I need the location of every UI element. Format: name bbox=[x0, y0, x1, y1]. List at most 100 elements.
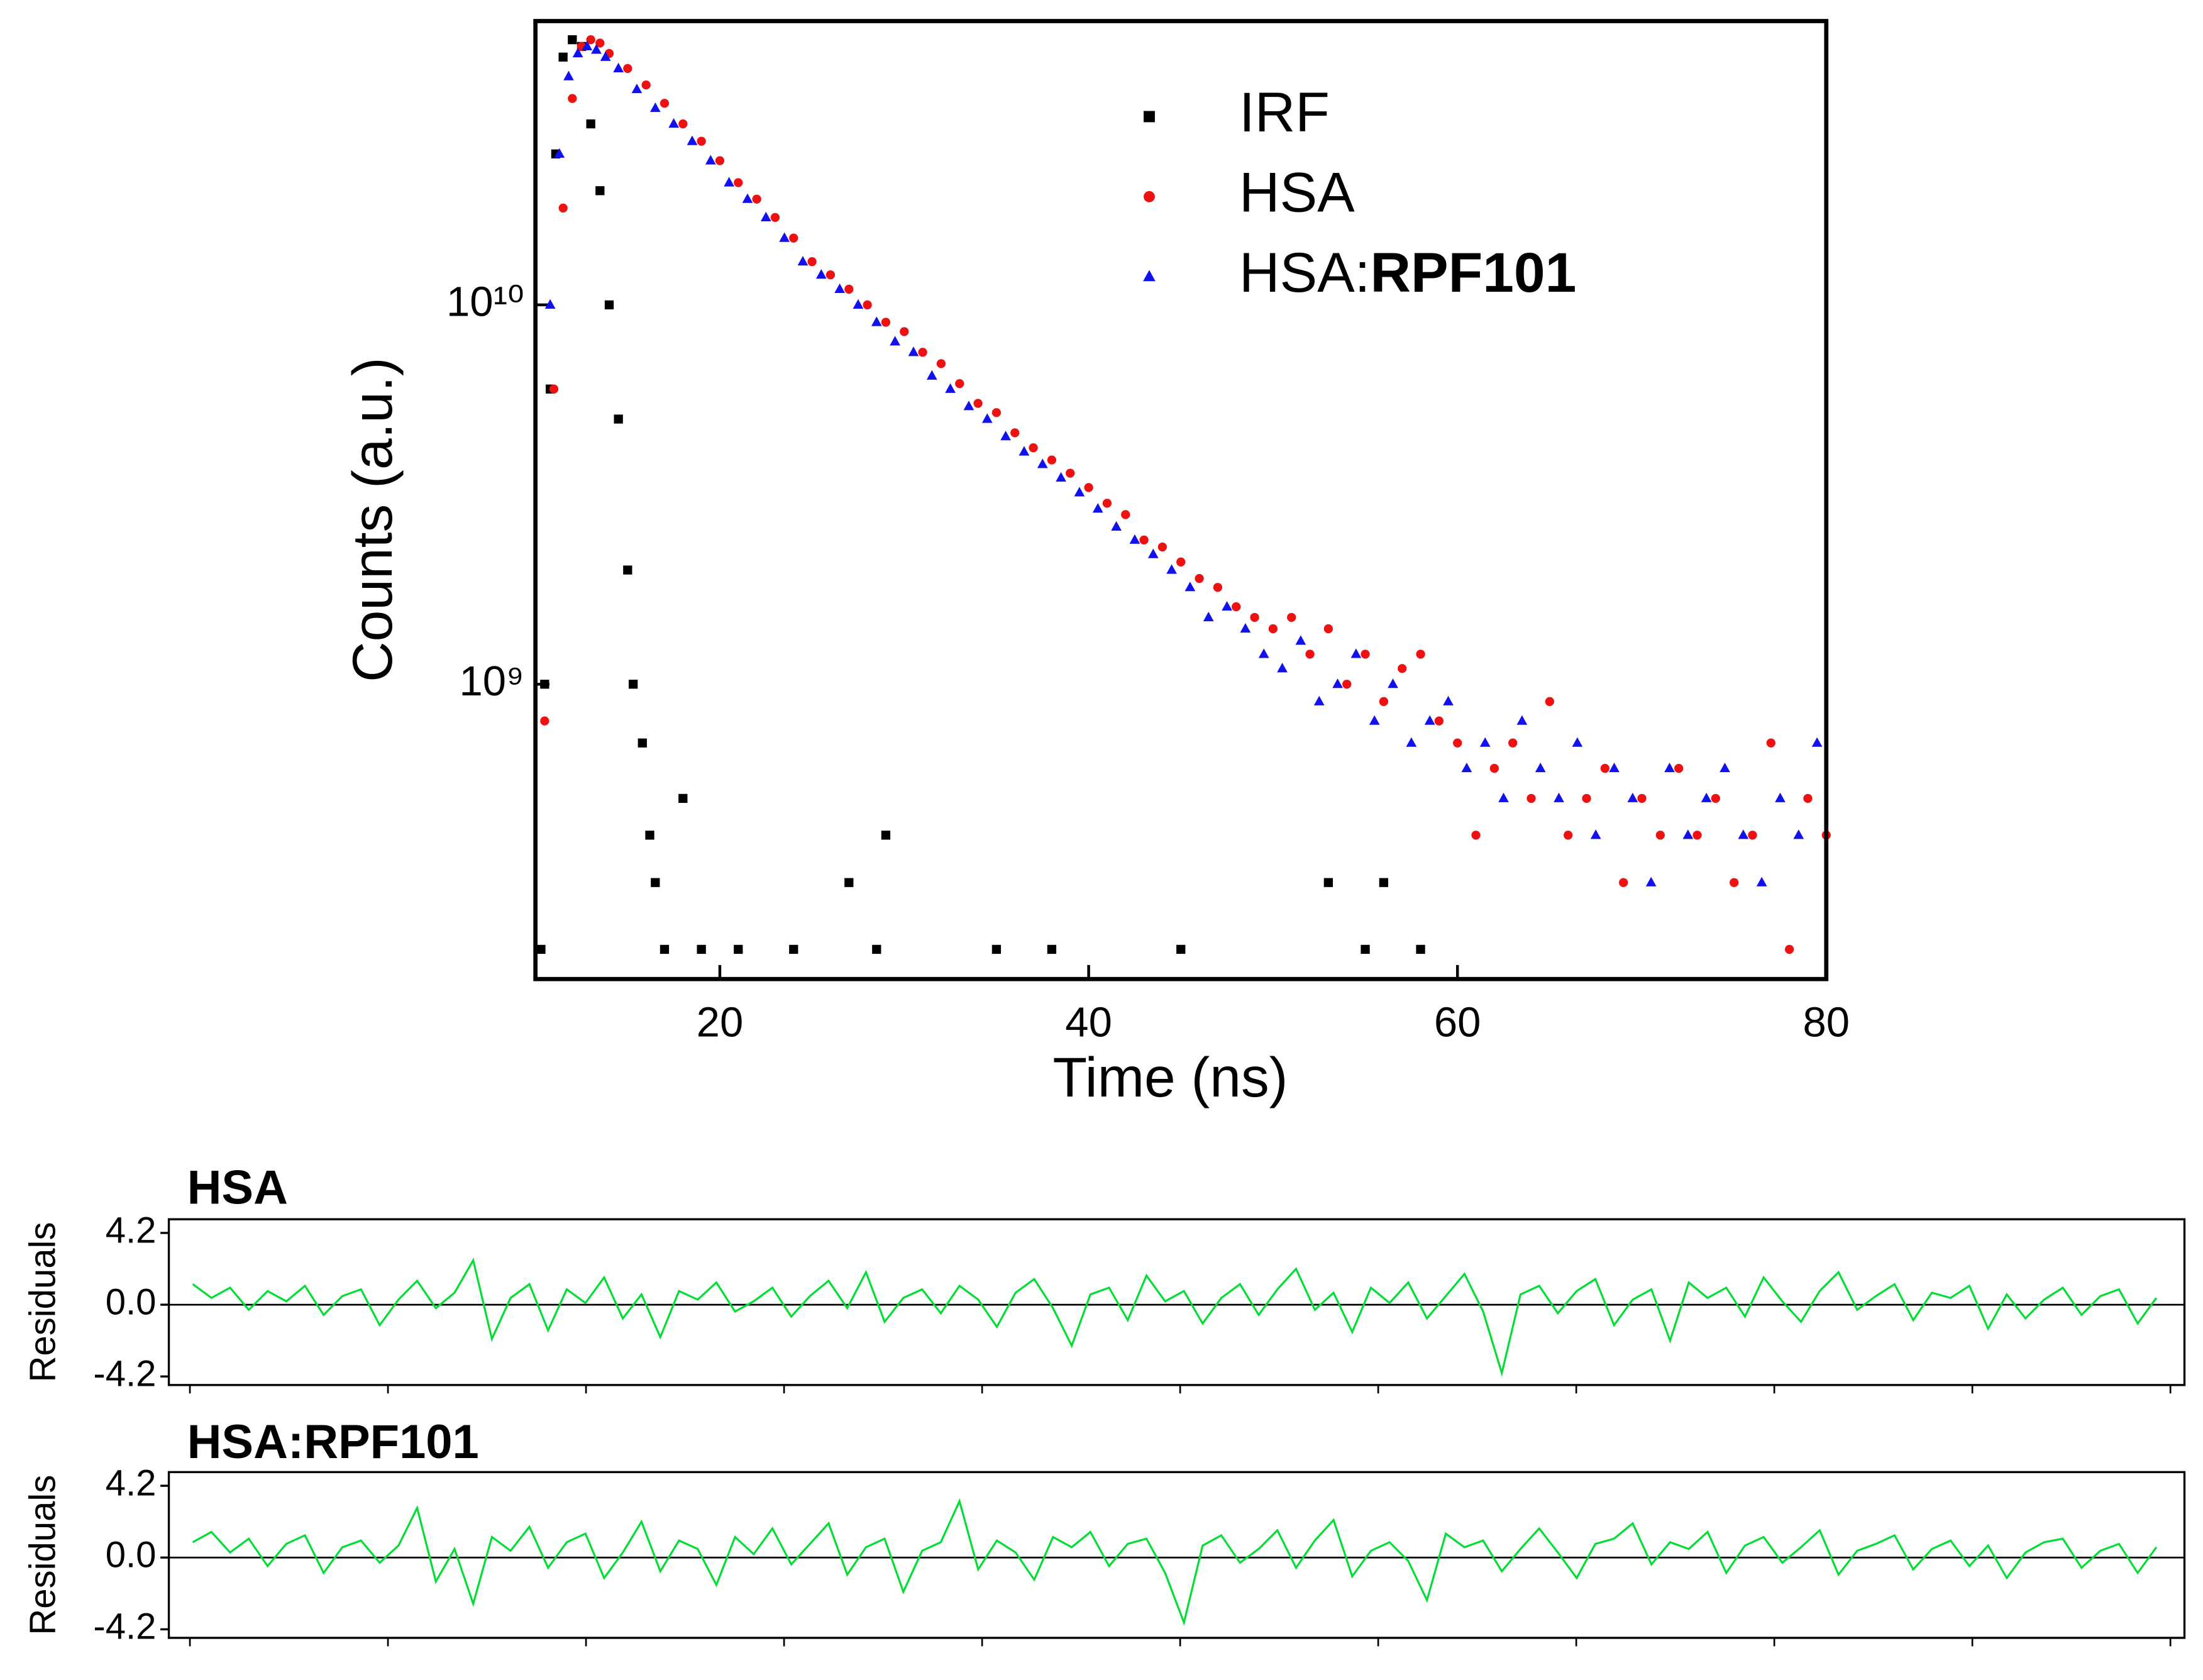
data-point bbox=[1147, 548, 1159, 558]
data-point bbox=[604, 300, 614, 310]
data-point bbox=[582, 40, 593, 50]
data-point bbox=[1582, 793, 1591, 803]
data-point bbox=[554, 148, 565, 158]
data-point bbox=[1277, 663, 1288, 673]
data-point bbox=[1645, 876, 1657, 887]
data-point bbox=[853, 299, 864, 309]
data-point bbox=[981, 413, 993, 423]
x-tick-label: 60 bbox=[1434, 999, 1481, 1046]
y-tick-label: 10¹⁰ bbox=[446, 279, 524, 326]
data-point bbox=[1029, 443, 1038, 453]
y-axis-label: Residuals bbox=[22, 1222, 63, 1383]
data-point bbox=[1711, 793, 1720, 803]
data-point bbox=[890, 336, 900, 346]
data-point bbox=[568, 35, 577, 45]
data-point bbox=[734, 178, 743, 187]
y-axis-label: Counts (a.u.) bbox=[341, 357, 404, 682]
data-point bbox=[540, 680, 549, 689]
data-point bbox=[1332, 678, 1343, 688]
data-point bbox=[1047, 944, 1057, 954]
data-point bbox=[558, 52, 568, 62]
data-point bbox=[1453, 738, 1462, 748]
data-point bbox=[1609, 762, 1620, 773]
data-point bbox=[1619, 878, 1628, 887]
data-point bbox=[918, 348, 927, 357]
data-point bbox=[1092, 503, 1103, 513]
data-point bbox=[591, 44, 602, 54]
data-point bbox=[1176, 944, 1186, 954]
data-point bbox=[1102, 499, 1112, 508]
data-point bbox=[1434, 716, 1444, 726]
data-point bbox=[1074, 487, 1085, 497]
data-point bbox=[1674, 763, 1684, 773]
data-point bbox=[945, 383, 956, 393]
data-point bbox=[779, 232, 790, 242]
data-point bbox=[1775, 792, 1786, 802]
data-point bbox=[678, 793, 688, 803]
data-point bbox=[697, 944, 706, 954]
data-point bbox=[1203, 611, 1214, 622]
data-point bbox=[734, 944, 743, 954]
data-point bbox=[1250, 612, 1259, 622]
data-point bbox=[1287, 612, 1296, 622]
data-point bbox=[595, 186, 605, 196]
data-point bbox=[770, 213, 780, 223]
plot-frame bbox=[167, 1471, 2186, 1639]
data-point bbox=[651, 878, 660, 887]
y-tick-label: 4.2 bbox=[106, 1462, 157, 1503]
data-point bbox=[881, 831, 891, 840]
data-point bbox=[1184, 582, 1196, 592]
data-point bbox=[955, 379, 964, 389]
y-tick-label: -4.2 bbox=[93, 1606, 156, 1647]
data-point bbox=[623, 64, 632, 74]
data-point bbox=[1664, 762, 1675, 773]
legend-marker bbox=[1143, 270, 1156, 282]
data-point bbox=[1295, 635, 1306, 645]
data-point bbox=[926, 370, 937, 380]
data-point bbox=[1443, 695, 1454, 705]
data-point bbox=[789, 944, 798, 954]
data-point bbox=[1720, 762, 1730, 773]
data-point bbox=[600, 51, 611, 61]
data-point bbox=[1416, 944, 1425, 954]
data-point bbox=[1479, 737, 1491, 747]
data-point bbox=[1195, 573, 1204, 583]
data-point bbox=[1213, 583, 1223, 592]
data-point bbox=[900, 327, 909, 336]
data-point bbox=[752, 194, 761, 204]
data-point bbox=[1748, 831, 1757, 840]
residual-line bbox=[192, 1498, 2158, 1626]
data-point bbox=[1342, 680, 1352, 689]
data-point bbox=[1129, 534, 1140, 544]
data-point bbox=[697, 136, 706, 146]
data-point bbox=[1056, 472, 1066, 482]
data-point bbox=[1766, 738, 1775, 748]
data-point bbox=[1564, 831, 1573, 840]
data-point bbox=[863, 300, 872, 310]
data-point bbox=[586, 35, 595, 45]
data-point bbox=[1416, 649, 1425, 659]
data-point bbox=[1756, 876, 1767, 887]
data-point bbox=[1784, 944, 1794, 954]
data-point bbox=[1461, 762, 1472, 773]
y-tick-label: 0.0 bbox=[106, 1281, 157, 1322]
data-point bbox=[1166, 564, 1177, 574]
data-point bbox=[1157, 542, 1168, 552]
y-tick-label: 0.0 bbox=[106, 1535, 157, 1576]
data-point bbox=[1508, 738, 1518, 748]
data-point bbox=[1398, 664, 1407, 673]
data-point bbox=[1037, 458, 1048, 468]
legend-label: IRF bbox=[1239, 80, 1330, 143]
data-point bbox=[1388, 678, 1398, 688]
panel-title: HSA bbox=[187, 1161, 288, 1215]
data-point bbox=[991, 944, 1002, 954]
data-point bbox=[1258, 648, 1269, 658]
data-point bbox=[1010, 428, 1020, 438]
data-point bbox=[991, 408, 1002, 417]
data-point bbox=[1545, 697, 1554, 706]
data-point bbox=[963, 401, 975, 411]
data-point bbox=[881, 318, 891, 327]
plot-frame bbox=[167, 1218, 2186, 1386]
data-point bbox=[595, 38, 605, 48]
